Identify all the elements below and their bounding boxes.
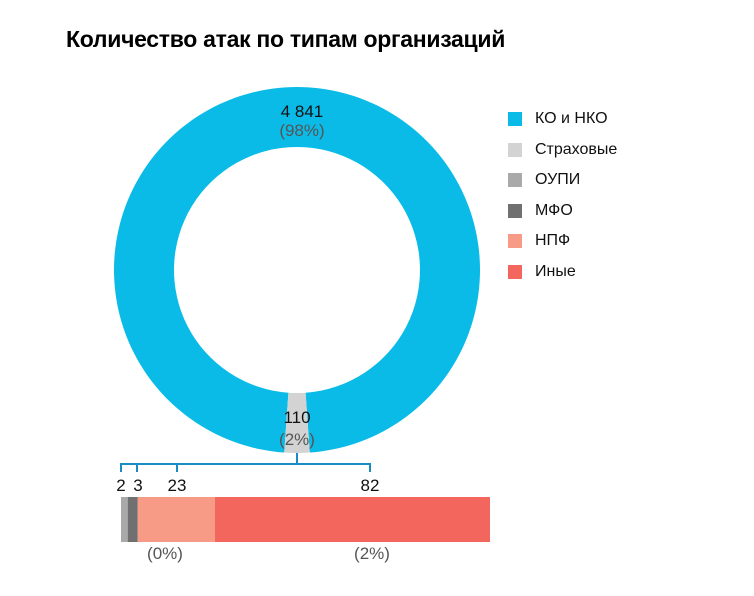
legend-item: КО и НКО [508,104,617,135]
bar-segment [127,497,138,542]
bar-segment [214,497,490,542]
legend-item: ОУПИ [508,165,617,196]
legend-label: КО и НКО [535,110,608,128]
segment-value-label: 82 [361,476,380,495]
bar-segment [137,497,215,542]
legend-label: ОУПИ [535,171,581,189]
slice-pct-label: (98%) [279,121,324,140]
legend-item: НПФ [508,226,617,257]
bar-segment [121,497,128,542]
segment-value-label: 23 [168,476,187,495]
legend-label: НПФ [535,232,571,250]
donut-slice-insurance [284,392,310,453]
legend-item: Страховые [508,135,617,166]
legend-label: Страховые [535,140,618,158]
segment-pct-label: (0%) [147,544,183,563]
legend-item: МФО [508,196,617,227]
slice-value-label: 4 841 [281,102,324,121]
legend: КО и НКО Страховые ОУПИ МФО НПФ Иные [508,104,617,287]
slice-pct-label: (2%) [279,430,315,449]
legend-swatch [508,234,522,249]
slice-value-label: 110 [283,408,310,427]
segment-pct-label: (2%) [354,544,390,563]
donut-slice-ko-nko [114,86,481,453]
legend-label: Иные [535,262,576,280]
legend-swatch [508,203,522,218]
legend-label: МФО [535,201,573,219]
chart-title: Количество атак по типам организаций [66,26,506,52]
segment-value-label: 3 [133,476,142,495]
legend-swatch [508,112,522,127]
segment-value-label: 2 [116,476,125,495]
legend-swatch [508,264,522,279]
legend-item: Иные [508,257,617,288]
legend-swatch [508,142,522,157]
legend-swatch [508,173,522,188]
